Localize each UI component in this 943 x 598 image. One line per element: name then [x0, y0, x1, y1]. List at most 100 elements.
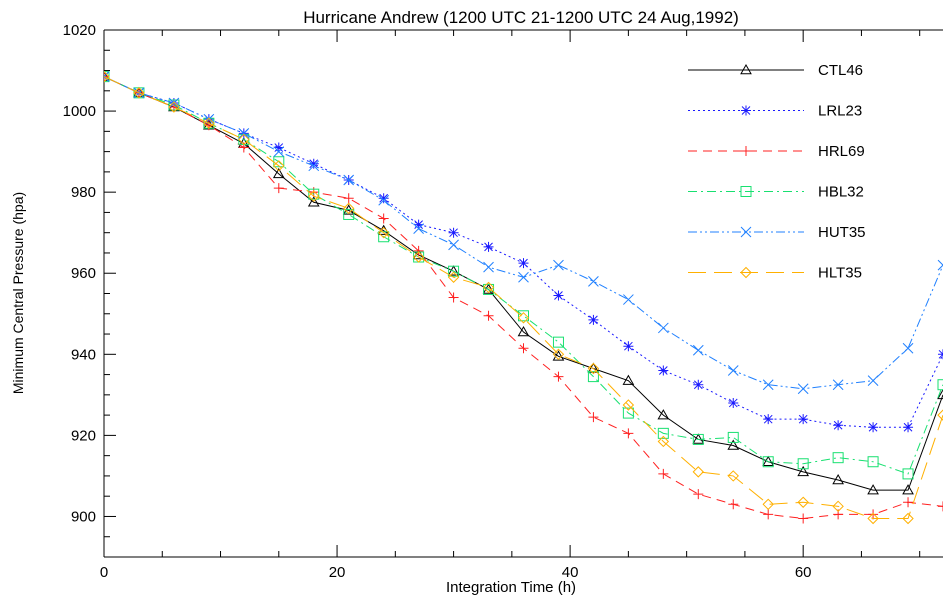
data-point-marker	[273, 146, 285, 157]
data-point-marker	[203, 113, 215, 125]
data-point-marker	[104, 70, 110, 83]
chart-title: Hurricane Andrew (1200 UTC 21-1200 UTC 2…	[303, 8, 739, 27]
data-point-marker	[798, 513, 809, 524]
data-point-marker	[203, 117, 215, 129]
data-point-marker	[588, 412, 599, 423]
data-point-marker	[623, 294, 634, 305]
data-point-marker	[937, 388, 943, 400]
data-point-marker	[903, 497, 914, 508]
data-point-marker	[762, 456, 774, 468]
x-tick-label: 0	[100, 564, 108, 581]
data-point-marker	[343, 208, 355, 220]
data-point-marker	[518, 310, 529, 322]
data-point-marker	[902, 468, 914, 480]
data-point-marker	[553, 290, 564, 301]
data-point-marker	[937, 409, 943, 421]
data-point-marker	[902, 484, 914, 495]
data-point-marker	[378, 194, 390, 206]
data-point-marker	[832, 379, 844, 391]
data-point-marker	[413, 219, 424, 230]
data-point-marker	[273, 142, 284, 153]
data-point-marker	[448, 227, 459, 238]
data-point-marker	[343, 174, 355, 186]
data-point-marker	[518, 271, 529, 283]
data-point-marker	[868, 422, 879, 433]
data-point-marker	[553, 371, 564, 382]
data-point-marker	[938, 501, 943, 512]
data-point-marker	[517, 326, 530, 337]
data-point-marker	[762, 379, 774, 391]
data-point-marker	[728, 499, 739, 510]
data-point-marker	[308, 190, 320, 202]
x-tick-label: 20	[329, 564, 346, 581]
data-point-marker	[413, 223, 424, 234]
data-point-marker	[902, 342, 914, 354]
legend-label-CTL46: CTL46	[818, 62, 863, 79]
data-point-marker	[692, 466, 704, 478]
y-axis-label: Minimum Central Pressure (hpa)	[10, 192, 26, 394]
data-point-marker	[657, 322, 669, 334]
data-point-marker	[104, 71, 110, 82]
data-point-marker	[587, 362, 600, 373]
y-tick-label: 960	[71, 265, 96, 282]
data-point-marker	[622, 374, 635, 385]
data-point-marker	[448, 239, 459, 251]
data-point-marker	[763, 509, 774, 520]
legend-label-LRL23: LRL23	[818, 103, 862, 120]
legend-label-HUT35: HUT35	[818, 224, 866, 241]
data-point-marker	[482, 283, 495, 294]
data-point-marker	[740, 266, 752, 279]
data-point-marker	[377, 226, 390, 239]
data-point-marker	[867, 484, 879, 495]
series-LRL23	[104, 71, 943, 433]
data-point-marker	[273, 183, 284, 194]
data-point-marker	[168, 99, 180, 111]
series-HUT35	[104, 71, 943, 395]
data-point-marker	[552, 350, 565, 361]
legend-label-HRL69: HRL69	[818, 143, 865, 160]
x-tick-label: 40	[562, 564, 579, 581]
data-point-marker	[623, 428, 634, 439]
data-point-marker	[762, 455, 775, 466]
y-tick-label: 1020	[63, 22, 96, 39]
data-point-marker	[693, 489, 704, 500]
data-point-marker	[133, 87, 145, 99]
data-point-marker	[308, 160, 320, 172]
data-point-marker	[238, 133, 250, 146]
data-point-marker	[273, 160, 285, 172]
series-lines	[104, 70, 943, 525]
data-point-marker	[657, 427, 669, 439]
data-point-marker	[378, 213, 389, 224]
data-point-marker	[867, 512, 879, 525]
series-line	[104, 76, 943, 519]
data-point-marker	[657, 409, 670, 420]
data-point-marker	[658, 468, 669, 479]
data-point-marker	[308, 158, 319, 169]
data-point-marker	[343, 193, 354, 204]
data-point-marker	[168, 101, 180, 113]
y-tick-label: 900	[71, 508, 96, 525]
data-point-marker	[798, 414, 809, 425]
data-point-marker	[104, 71, 109, 82]
data-point-marker	[692, 344, 704, 356]
data-point-marker	[552, 348, 565, 361]
data-point-marker	[587, 362, 600, 375]
data-point-marker	[797, 496, 809, 508]
data-point-marker	[238, 128, 250, 139]
x-tick-label: 60	[795, 564, 812, 581]
y-tick-label: 940	[71, 346, 96, 363]
data-point-marker	[727, 431, 739, 443]
data-point-marker	[762, 498, 774, 511]
data-point-marker	[413, 245, 424, 256]
data-point-marker	[832, 473, 844, 485]
data-point-marker	[483, 241, 494, 252]
data-point-marker	[658, 365, 669, 376]
data-point-marker	[938, 349, 943, 360]
y-tick-label: 920	[71, 427, 96, 444]
data-point-marker	[168, 97, 180, 109]
data-point-marker	[740, 63, 752, 75]
data-point-marker	[727, 365, 739, 376]
legend-label-HBL32: HBL32	[818, 184, 864, 201]
data-point-marker	[448, 265, 460, 277]
